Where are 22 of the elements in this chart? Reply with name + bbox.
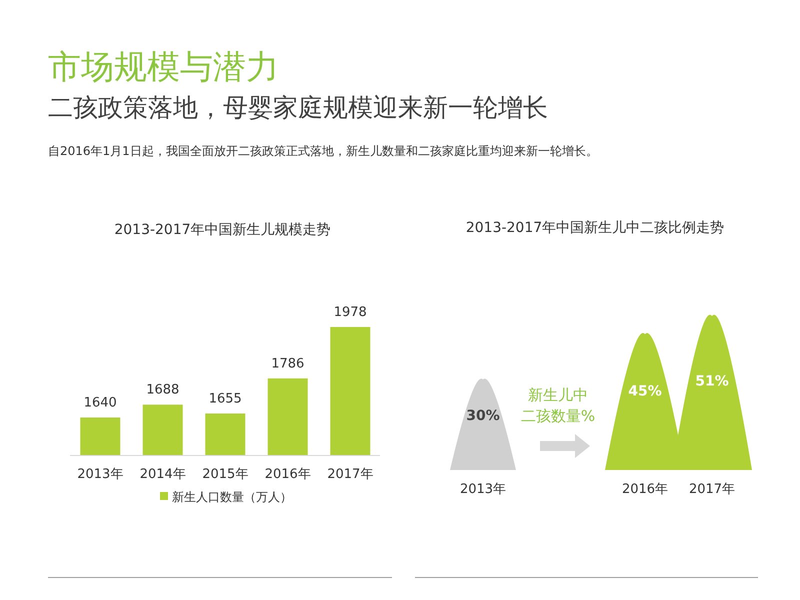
category-label: 2017年 [688,482,736,497]
x-tick-label: 2016年 [264,467,311,482]
chart-title: 2013-2017年中国新生儿规模走势 [114,222,331,238]
x-tick-label: 2017年 [327,467,374,482]
x-tick-label: 2014年 [140,467,186,482]
data-label: 45% [628,383,662,400]
category-label: 2016年 [622,482,668,497]
data-label: 1640 [84,396,117,411]
data-label: 1655 [208,391,242,406]
page-heading: 市场规模与潜力 二孩政策落地，母婴家庭规模迎来新一轮增长 自2016年1月1日起，我国全面放开二孩政策正式落地，新生儿数量和二孩家庭比重均迎来新一轮增长。 [48,47,598,158]
data-label: 1688 [146,382,180,398]
text: 新生儿中 [528,386,588,404]
data-label: 1978 [334,305,367,320]
text: 二孩数量% [520,407,596,425]
category-label: 2013年 [460,482,506,497]
data-label: 30% [466,408,500,424]
x-tick-label: 2013年 [77,467,124,482]
legend-label: 新生人口数量（万人） [172,490,292,504]
x-tick-label: 2015年 [202,467,248,482]
text: 2013-2017年中国新生儿中二孩比例走势 [466,220,724,236]
data-label: 51% [695,373,729,390]
data-label: 1786 [271,356,304,372]
